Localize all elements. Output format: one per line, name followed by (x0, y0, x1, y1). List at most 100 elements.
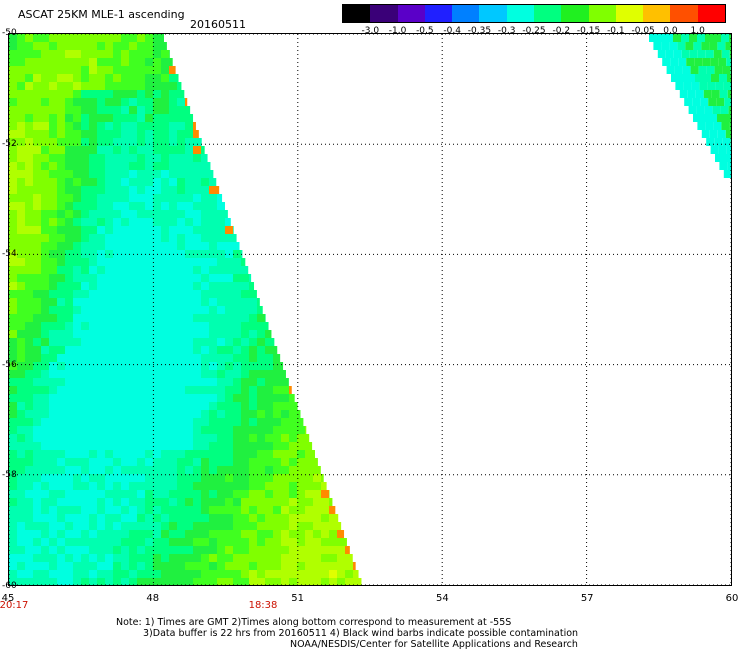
swath-cell (41, 258, 49, 266)
swath-cell (273, 570, 281, 578)
swath-cell (33, 274, 41, 282)
swath-cell (217, 266, 225, 274)
swath-cell (9, 450, 17, 458)
swath-cell (41, 466, 49, 474)
swath-cell (97, 330, 105, 338)
swath-cell (129, 482, 137, 490)
swath-cell (177, 506, 185, 514)
swath-cell (113, 258, 121, 266)
swath-cell (177, 410, 185, 418)
swath-cell (41, 162, 49, 170)
swath-cell (57, 402, 65, 410)
swath-cell (97, 450, 105, 458)
swath-cell (209, 394, 217, 402)
swath-cell (33, 402, 41, 410)
swath-cell (33, 474, 41, 482)
swath-cell (193, 266, 201, 274)
swath-cell (9, 242, 17, 250)
swath-cell (193, 186, 201, 194)
swath-cell (57, 354, 65, 362)
swath-cell (273, 370, 281, 378)
swath-cell (25, 386, 33, 394)
swath-cell (89, 338, 97, 346)
swath-cell (697, 50, 706, 58)
swath-cell (17, 154, 25, 162)
swath-cell (297, 466, 305, 474)
swath-cell (169, 282, 177, 290)
swath-cell (113, 314, 121, 322)
swath-cell (145, 402, 153, 410)
latitude-tick-label: -60 (2, 581, 17, 591)
swath-cell (233, 570, 241, 578)
swath-cell (57, 458, 65, 466)
swath-cell (273, 514, 281, 522)
swath-cell (137, 58, 145, 66)
swath-cell (81, 514, 89, 522)
swath-cell (97, 498, 105, 506)
swath-cell (273, 506, 281, 514)
swath-cell (105, 418, 113, 426)
swath-cell (697, 122, 706, 130)
swath-cell (33, 514, 41, 522)
swath-cell (25, 362, 33, 370)
swath-cell (225, 418, 233, 426)
swath-cell (201, 154, 208, 162)
swath-cell (209, 266, 217, 274)
swath-cell (241, 578, 249, 585)
swath-cell (9, 282, 17, 290)
swath-cell (49, 178, 57, 186)
swath-cell (161, 562, 169, 570)
swath-cell (153, 354, 161, 362)
swath-cell (73, 554, 81, 562)
swath-cell (105, 514, 113, 522)
swath-cell (9, 546, 17, 554)
swath-cell (217, 226, 225, 234)
swath-cell (313, 482, 321, 490)
swath-cell (137, 146, 145, 154)
swath-cell (81, 554, 89, 562)
swath-cell (153, 58, 161, 66)
swath-cell (97, 234, 105, 242)
swath-cell (33, 242, 41, 250)
swath-cell (41, 210, 49, 218)
swath-cell (81, 522, 89, 530)
swath-cell (161, 114, 169, 122)
swath-cell (145, 306, 153, 314)
swath-cell (65, 514, 73, 522)
swath-cell (105, 242, 113, 250)
swath-cell (105, 202, 113, 210)
swath-cell (249, 418, 257, 426)
swath-cell (289, 466, 297, 474)
swath-cell (33, 34, 41, 42)
swath-cell (97, 354, 105, 362)
swath-cell (209, 362, 217, 370)
swath-cell (41, 130, 49, 138)
swath-cell (9, 42, 17, 50)
swath-cell (305, 490, 313, 498)
swath-cell (73, 330, 81, 338)
swath-cell (715, 82, 724, 90)
swath-cell (65, 50, 73, 58)
swath-cell (97, 362, 105, 370)
swath-cell (153, 50, 161, 58)
swath-cell (89, 106, 97, 114)
swath-cell (57, 338, 65, 346)
swath-cell (161, 218, 169, 226)
swath-cell (89, 322, 97, 330)
swath-cell (73, 290, 81, 298)
swath-cell (153, 490, 161, 498)
map-date: 20160511 (190, 18, 246, 31)
swath-cell (169, 466, 177, 474)
swath-cell (121, 34, 129, 42)
swath-cell (177, 314, 185, 322)
swath-cell (329, 522, 337, 530)
swath-cell (89, 234, 97, 242)
swath-cell (9, 170, 17, 178)
note-line-2: 3)Data buffer is 22 hrs from 20160511 4)… (143, 628, 579, 639)
swath-cell (225, 450, 233, 458)
swath-cell (97, 194, 105, 202)
swath-cell (153, 194, 161, 202)
swath-cell (129, 282, 137, 290)
swath-cell (129, 194, 137, 202)
swath-cell (225, 234, 233, 242)
